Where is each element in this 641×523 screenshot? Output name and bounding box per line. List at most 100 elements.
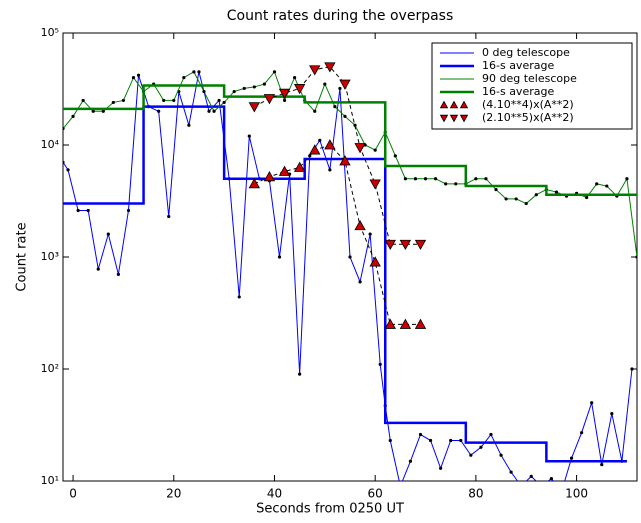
data-point [293,84,306,95]
legend-label: 16-s average [482,59,554,72]
data-point [354,219,366,231]
data-point [96,267,100,271]
data-point [333,105,337,109]
data-point [459,114,469,123]
data-point [454,182,458,186]
data-point [529,474,533,478]
data-point [569,456,574,460]
data-point [534,193,538,197]
data-point [232,89,236,94]
data-point [403,177,407,181]
x-tick-label: 60 [368,487,383,501]
data-point [439,114,449,123]
legend-label: 16-s average [482,85,554,98]
data-point [388,438,392,443]
data-point [504,197,508,201]
x-tick-label: 80 [468,487,483,501]
data-point [272,70,277,74]
data-point [459,100,469,109]
y-tick-label: 10⁵ [41,26,59,39]
data-point [449,438,453,443]
data-point [554,190,559,194]
data-point [408,459,413,463]
data-point [413,177,418,181]
data-point [605,184,609,188]
data-point [217,98,221,103]
data-point [136,73,141,77]
data-point [393,154,397,158]
y-tick-label: 10¹ [41,474,59,487]
data-point [66,168,70,172]
data-point [354,143,366,154]
data-point [328,168,332,172]
data-point [449,114,459,123]
data-point [428,438,433,443]
x-axis-label: Seconds from 0250 UT [256,502,404,517]
data-point [247,134,251,138]
data-point [63,127,65,131]
data-point [192,70,196,74]
data-point [625,177,629,181]
data-point [111,100,115,105]
data-point [418,432,423,437]
y-tick-label: 10⁴ [41,138,60,151]
data-point [277,255,282,259]
data-point [343,114,347,119]
data-point [278,88,291,100]
data-point [212,109,216,113]
data-point [293,75,297,80]
data-point [353,123,357,127]
legend-label: (2.10**5)x(A**2) [482,111,574,124]
data-point [71,114,75,119]
data-point [469,453,473,457]
data-point [368,232,372,236]
data-point [585,195,589,200]
data-point [86,208,90,213]
chart-title: Count rates during the overpass [227,8,454,24]
data-point [262,82,267,86]
legend-label: 0 deg telescope [482,46,570,59]
data-point [494,187,498,192]
data-point [514,197,518,201]
data-point [263,94,276,105]
data-point [590,401,594,405]
data-point [76,208,80,213]
data-point [207,109,211,113]
data-point [172,98,176,103]
data-point [157,109,161,113]
data-point [106,232,110,236]
data-point [423,177,428,181]
data-point [101,109,105,113]
data-point [339,79,351,90]
series-step [63,84,637,196]
y-tick-label: 10² [41,362,59,375]
data-point [131,75,136,80]
data-point [116,272,120,276]
legend-label: (4.10**4)x(A**2) [482,98,574,111]
data-point [162,98,166,103]
series-line [63,70,637,258]
data-point [479,445,483,449]
data-point [414,318,427,329]
data-point [489,432,493,437]
data-point [309,144,321,155]
data-point [484,177,488,181]
data-point [369,179,381,190]
data-point [610,411,614,416]
data-point [444,182,448,186]
data-point [167,214,171,219]
data-point [252,85,256,89]
data-point [324,62,336,73]
data-point [263,170,276,182]
plot-area [63,62,637,481]
data-point [323,82,327,86]
y-axis-label: Count rate [15,222,30,291]
data-point [91,109,95,113]
data-point [197,70,201,74]
data-point [474,177,478,181]
data-point [600,463,604,467]
data-point [384,239,396,251]
data-point [309,65,321,76]
data-point [182,75,186,80]
